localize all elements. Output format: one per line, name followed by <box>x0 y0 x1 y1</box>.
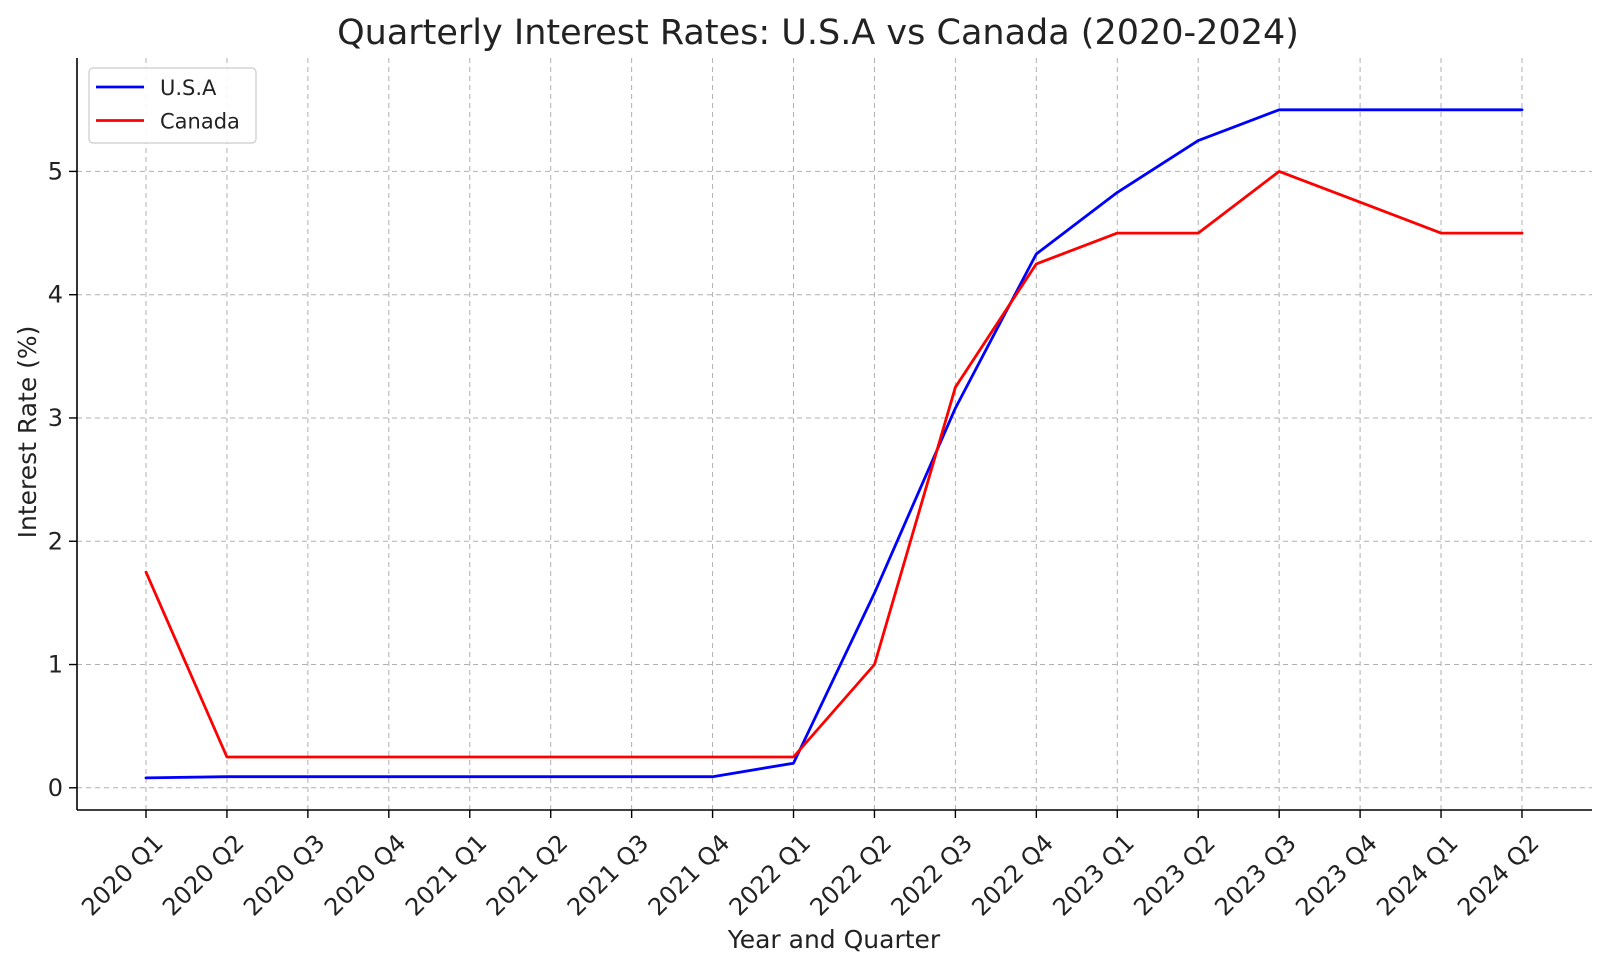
y-tick-label: 5 <box>48 157 63 185</box>
y-tick-label: 3 <box>48 404 63 432</box>
x-tick-label: 2022 Q4 <box>966 829 1059 922</box>
axes <box>76 58 1592 811</box>
x-tick-label: 2022 Q3 <box>886 829 979 922</box>
legend-label: U.S.A <box>160 76 217 100</box>
x-tick-label: 2020 Q4 <box>319 829 412 922</box>
series-line-u-s-a <box>144 108 1524 780</box>
legend: U.S.A Canada <box>88 67 257 144</box>
x-axis-label: Year and Quarter <box>727 925 941 954</box>
x-tick-label: 2024 Q2 <box>1452 829 1545 922</box>
x-tick-label: 2021 Q2 <box>481 829 574 922</box>
y-tick-label: 2 <box>48 527 63 555</box>
series-line-canada <box>144 169 1524 759</box>
x-tick-label: 2021 Q4 <box>643 829 736 922</box>
x-tick-label: 2023 Q3 <box>1209 829 1302 922</box>
y-tick-label: 1 <box>48 651 63 679</box>
y-axis-label: Interest Rate (%) <box>13 326 42 539</box>
y-axis-ticks: 0 1 2 3 4 5 <box>48 157 77 802</box>
x-tick-label: 2023 Q4 <box>1290 829 1383 922</box>
x-tick-label: 2020 Q1 <box>76 829 169 922</box>
series-lines <box>144 108 1524 780</box>
chart-title: Quarterly Interest Rates: U.S.A vs Canad… <box>337 13 1299 53</box>
legend-label: Canada <box>160 110 240 134</box>
x-tick-label: 2020 Q3 <box>238 829 331 922</box>
x-tick-label: 2020 Q2 <box>157 829 250 922</box>
x-tick-label: 2021 Q1 <box>400 829 493 922</box>
y-tick-label: 4 <box>48 281 63 309</box>
y-tick-label: 0 <box>48 774 63 802</box>
x-tick-label: 2021 Q3 <box>562 829 655 922</box>
x-tick-label: 2023 Q1 <box>1047 829 1140 922</box>
x-tick-label: 2022 Q2 <box>805 829 898 922</box>
legend-items: U.S.A Canada <box>96 76 240 134</box>
x-tick-label: 2023 Q2 <box>1128 829 1221 922</box>
x-tick-label: 2024 Q1 <box>1371 829 1464 922</box>
x-tick-label: 2022 Q1 <box>724 829 817 922</box>
grid <box>77 58 1592 810</box>
